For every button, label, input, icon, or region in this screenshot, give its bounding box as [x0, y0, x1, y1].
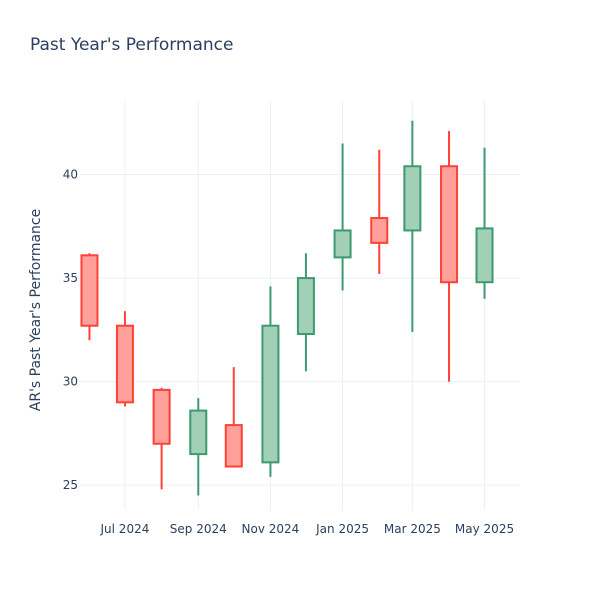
candle: [296, 253, 315, 372]
x-tick-label: May 2025: [455, 522, 514, 536]
x-tick-label: Jul 2024: [100, 522, 150, 536]
candle: [224, 367, 243, 468]
candle: [333, 143, 352, 291]
candle: [475, 147, 494, 299]
y-tick-labels: 25 30 35 40: [63, 168, 78, 493]
x-tick-labels: Jul 2024 Sep 2024 Nov 2024 Jan 2025 Mar 2025…: [100, 522, 515, 536]
candle: [403, 120, 422, 332]
candles: [80, 120, 494, 496]
candle-body: [224, 424, 243, 468]
candle-body: [475, 227, 494, 284]
chart-title: Past Year's Performance: [30, 35, 234, 55]
candle-body: [440, 165, 459, 284]
x-tick-label: Nov 2024: [242, 522, 300, 536]
x-tick-label: Mar 2025: [384, 522, 441, 536]
candle-body: [370, 217, 389, 244]
y-tick-label: 35: [63, 271, 78, 285]
candle: [440, 131, 459, 382]
x-tick-label: Jan 2025: [315, 522, 369, 536]
candle-body: [261, 324, 280, 464]
candle: [115, 311, 134, 407]
candle: [370, 149, 389, 274]
candle-body: [403, 165, 422, 232]
y-axis-title: AR's Past Year's Performance: [28, 209, 44, 411]
y-tick-label: 40: [63, 168, 78, 182]
candle: [189, 398, 208, 496]
candle-body: [115, 324, 134, 404]
candle: [80, 253, 99, 341]
candle-body: [80, 254, 99, 327]
y-tick-label: 25: [63, 478, 78, 492]
candle-body: [189, 409, 208, 456]
candle-body: [296, 277, 315, 335]
candle: [261, 286, 280, 477]
x-tick-label: Sep 2024: [170, 522, 227, 536]
candle-body: [333, 229, 352, 259]
y-tick-label: 30: [63, 375, 78, 389]
candle-body: [152, 388, 171, 445]
candle: [152, 387, 171, 490]
